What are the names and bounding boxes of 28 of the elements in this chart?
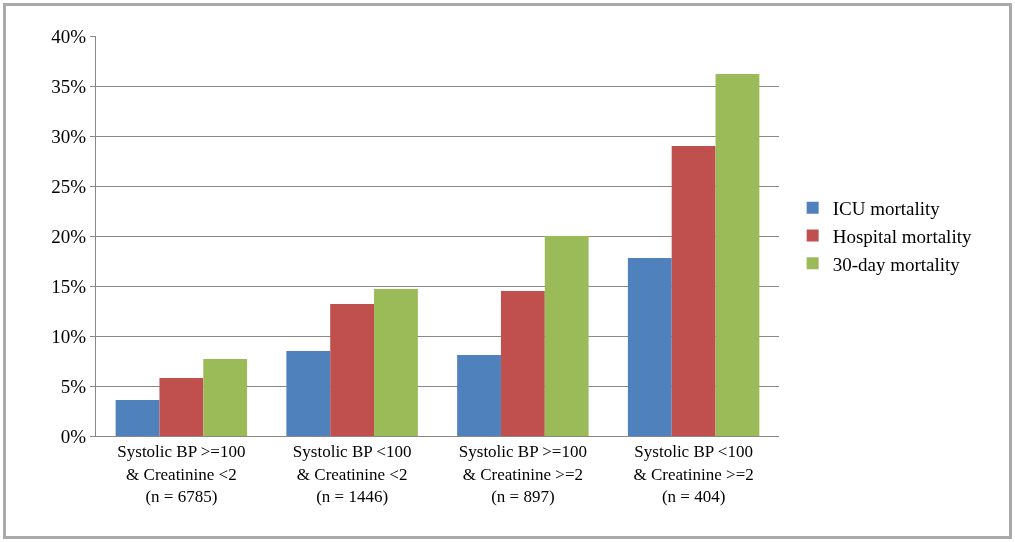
bar xyxy=(159,378,204,436)
y-tick-label: 30% xyxy=(51,125,87,147)
legend-label: 30-day mortality xyxy=(832,253,961,275)
x-tick-label: Systolic BP <100 & Creatinine <2 (n = 1446) xyxy=(292,442,412,506)
x-tick-label: Systolic BP >=100 & Creatinine <2 (n = 6785) xyxy=(117,442,246,506)
y-tick-label: 10% xyxy=(51,325,87,347)
x-tick-label: Systolic BP <100 & Creatinine >=2 (n = 404) xyxy=(633,442,754,506)
y-tick-label: 15% xyxy=(51,275,87,297)
bar xyxy=(627,258,672,436)
bar xyxy=(671,146,716,436)
bar xyxy=(500,291,545,436)
legend-label: ICU mortality xyxy=(832,198,941,220)
y-tick-label: 35% xyxy=(51,75,87,97)
y-tick-label: 20% xyxy=(51,225,87,247)
bar xyxy=(115,400,160,436)
bar xyxy=(715,74,760,436)
x-tick-label: Systolic BP >=100 & Creatinine >=2 (n = 897) xyxy=(458,442,587,506)
bar xyxy=(286,351,331,436)
legend-label: Hospital mortality xyxy=(832,225,972,247)
y-tick-label: 0% xyxy=(60,425,87,447)
bar xyxy=(203,359,248,436)
bar xyxy=(374,289,418,436)
y-tick-label: 25% xyxy=(51,175,87,197)
y-tick-label: 40% xyxy=(51,25,87,47)
bar xyxy=(330,304,375,436)
bar xyxy=(457,355,501,436)
bar xyxy=(544,236,589,436)
y-tick-label: 5% xyxy=(60,375,87,397)
